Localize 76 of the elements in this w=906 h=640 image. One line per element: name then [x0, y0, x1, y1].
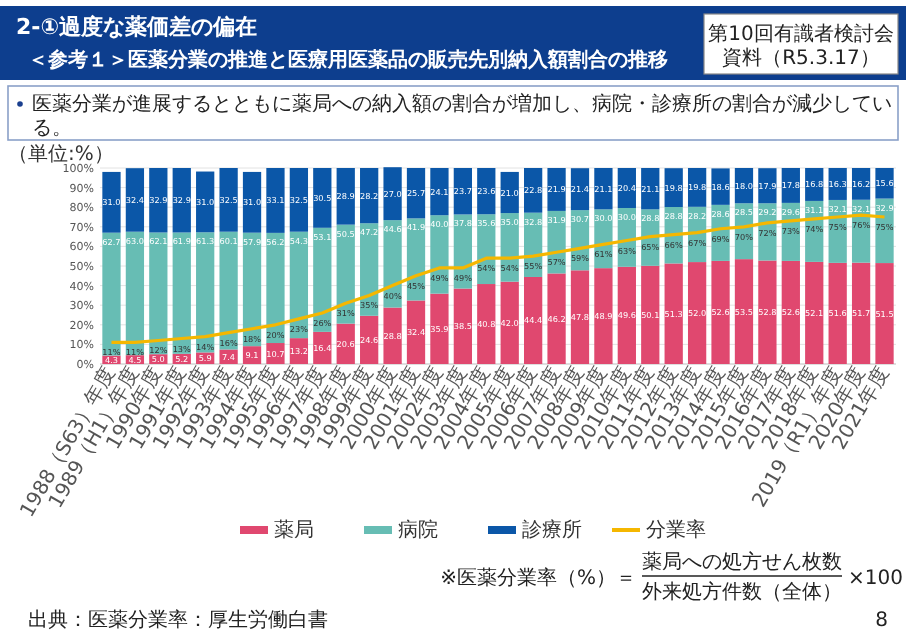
bar	[851, 262, 871, 364]
bar	[219, 231, 238, 350]
text: 薬局への処方せん枚数	[642, 550, 842, 574]
bar	[781, 260, 800, 364]
bar	[477, 168, 496, 215]
bar	[641, 168, 660, 210]
bar	[149, 168, 168, 233]
bar	[594, 168, 613, 210]
bar	[524, 168, 543, 213]
bar	[453, 288, 472, 364]
bar	[734, 259, 754, 364]
bar	[266, 232, 285, 344]
legend-label: 薬局	[274, 518, 314, 542]
bar	[360, 168, 379, 224]
bar	[383, 220, 402, 308]
legend-label: 分業率	[646, 518, 706, 542]
bar	[196, 171, 215, 233]
bar	[383, 307, 402, 364]
bar	[711, 168, 730, 205]
bar	[594, 268, 613, 364]
y-axis-title: （単位:%）	[8, 142, 114, 166]
bar	[805, 261, 824, 364]
text: 第10回有識者検討会	[708, 22, 894, 46]
text: 8	[875, 610, 888, 632]
bar	[125, 231, 145, 356]
bar	[781, 168, 800, 203]
bar	[758, 260, 777, 364]
bar	[570, 270, 590, 364]
bar	[196, 232, 215, 353]
bar	[102, 232, 121, 356]
text: ※医薬分業率（%）＝	[440, 566, 636, 590]
text: 医薬分業が進展するとともに薬局への納入額の割合が増加し、病院・診療所の割合が減少している。	[32, 92, 892, 140]
bar	[360, 315, 379, 364]
bar	[242, 171, 262, 233]
bar	[477, 284, 496, 364]
text: ×100	[848, 568, 903, 590]
bar	[875, 263, 894, 364]
bar	[641, 265, 660, 364]
bar	[125, 168, 145, 232]
bar	[664, 168, 683, 207]
bar	[524, 276, 543, 364]
bar	[406, 300, 426, 364]
bar	[500, 281, 519, 364]
bar	[687, 262, 707, 364]
bar	[430, 168, 449, 216]
bar	[289, 168, 309, 232]
text: 外来処方件数（全体）	[642, 580, 842, 604]
bar	[664, 263, 683, 364]
bar	[828, 262, 847, 364]
legend-label: 診療所	[522, 518, 582, 542]
source-note: 出典：医薬分業率：厚生労働白書	[28, 608, 328, 632]
bar	[219, 168, 238, 232]
bar	[172, 168, 191, 233]
bar	[758, 168, 777, 204]
bar	[172, 232, 191, 354]
bar	[149, 232, 168, 355]
bar	[547, 168, 566, 211]
text: 資料（R5.3.17）	[722, 46, 880, 70]
bar	[547, 273, 566, 364]
bar	[875, 198, 894, 264]
bar	[617, 266, 636, 364]
bar	[102, 171, 121, 233]
bar	[406, 168, 426, 219]
bar	[336, 168, 355, 225]
bar	[500, 171, 519, 214]
chart-title: 2-①過度な薬価差の偏在	[16, 14, 258, 40]
bar	[383, 167, 402, 221]
bar	[430, 293, 449, 364]
legend-label: 病院	[398, 518, 438, 542]
bar	[453, 168, 472, 215]
bar	[875, 168, 894, 199]
bar	[266, 168, 285, 233]
bar	[711, 260, 730, 364]
bar	[313, 168, 332, 228]
chart-subtitle: ＜参考１＞医薬分業の推進と医療用医薬品の販売先別納入額割合の推移	[28, 48, 668, 72]
bar	[570, 168, 590, 211]
